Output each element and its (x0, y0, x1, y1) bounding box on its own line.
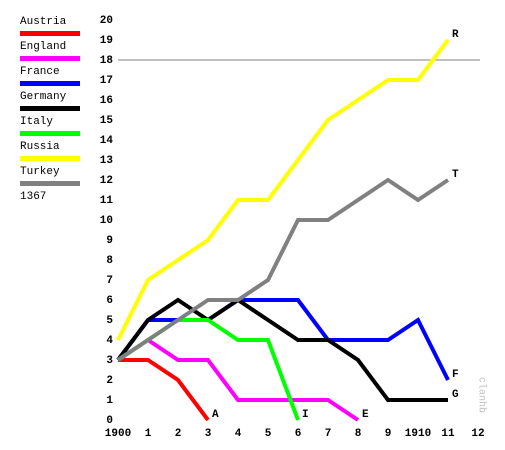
y-tick-label: 18 (100, 55, 114, 67)
y-tick-label: 4 (106, 335, 113, 347)
legend-label: Russia (20, 141, 60, 153)
series-line (116, 177, 450, 362)
series-line (116, 297, 448, 402)
y-tick-label: 17 (100, 75, 113, 87)
y-tick-label: 20 (100, 15, 113, 27)
end-label: R (452, 29, 459, 41)
y-tick-label: 13 (100, 155, 114, 167)
y-tick-label: 5 (106, 315, 113, 327)
y-tick-label: 10 (100, 215, 113, 227)
y-tick-label: 2 (106, 375, 113, 387)
y-tick-label: 8 (106, 255, 113, 267)
series-line (116, 298, 450, 381)
y-tick-label: 15 (100, 115, 114, 127)
x-tick-label: 1900 (105, 428, 131, 440)
y-tick-label: 14 (100, 135, 114, 147)
end-label: I (302, 409, 309, 421)
y-tick-label: 3 (106, 355, 113, 367)
legend-swatch (20, 156, 80, 161)
legend-note: 1367 (20, 191, 46, 203)
y-tick-label: 0 (106, 415, 113, 427)
legend-swatch (20, 106, 80, 111)
series-line (116, 318, 300, 421)
end-label: T (452, 169, 459, 181)
y-tick-label: 16 (100, 95, 113, 107)
legend-swatch (20, 181, 80, 186)
x-tick-label: 7 (325, 428, 332, 440)
x-tick-label: 9 (385, 428, 392, 440)
x-tick-label: 4 (235, 428, 242, 440)
x-tick-label: 11 (441, 428, 455, 440)
y-tick-label: 11 (100, 195, 114, 207)
x-tick-label: 1910 (405, 428, 431, 440)
y-tick-label: 7 (106, 275, 113, 287)
y-tick-label: 12 (100, 175, 113, 187)
series-line (116, 337, 360, 422)
watermark: clanhb (475, 377, 487, 413)
legend-label: Austria (20, 16, 67, 28)
legend-label: England (20, 41, 66, 53)
x-tick-label: 5 (265, 428, 272, 440)
x-tick-label: 12 (471, 428, 484, 440)
end-label: A (212, 409, 219, 421)
x-tick-label: 2 (175, 428, 182, 440)
y-tick-label: 6 (106, 295, 113, 307)
y-tick-label: 9 (106, 235, 113, 247)
legend-label: Italy (20, 116, 53, 128)
end-label: G (452, 389, 459, 401)
x-tick-label: 3 (205, 428, 212, 440)
y-tick-label: 19 (100, 35, 113, 47)
y-tick-label: 1 (106, 395, 113, 407)
legend-label: Germany (20, 91, 67, 103)
x-tick-label: 8 (355, 428, 362, 440)
series-line (118, 358, 210, 422)
series-line (116, 38, 450, 341)
end-label: F (452, 369, 459, 381)
legend-label: Turkey (20, 166, 60, 178)
x-tick-label: 1 (145, 428, 152, 440)
x-tick-label: 6 (295, 428, 302, 440)
legend-swatch (20, 81, 80, 86)
legend-swatch (20, 31, 80, 36)
legend-swatch (20, 56, 80, 61)
legend-swatch (20, 131, 80, 136)
legend-label: France (20, 66, 60, 78)
end-label: E (362, 409, 369, 421)
